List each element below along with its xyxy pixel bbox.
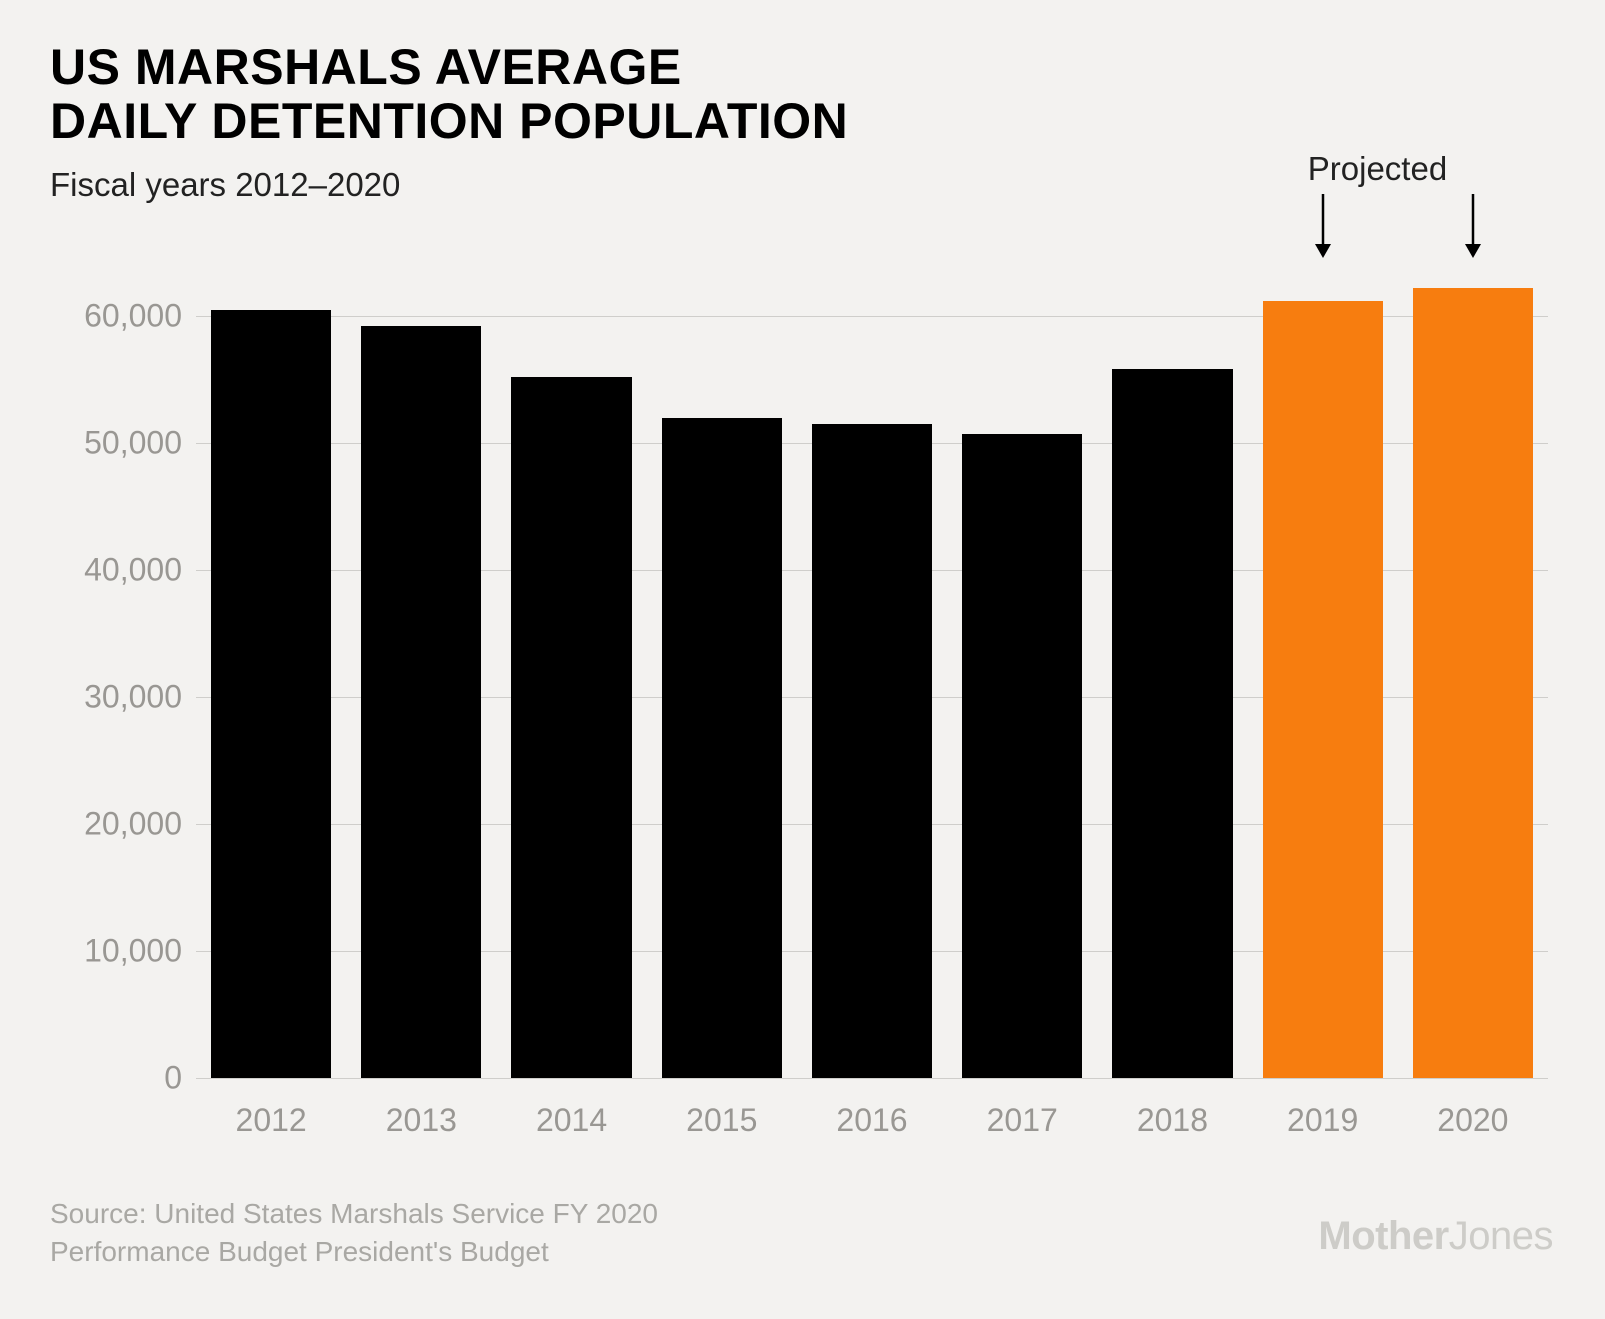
brand-light: Jones bbox=[1449, 1214, 1553, 1258]
bar bbox=[361, 326, 481, 1078]
x-axis-tick-label: 2016 bbox=[836, 1078, 907, 1139]
y-axis-tick-label: 60,000 bbox=[84, 298, 196, 335]
x-axis-tick-label: 2020 bbox=[1437, 1078, 1508, 1139]
bar bbox=[812, 424, 932, 1078]
bar bbox=[662, 418, 782, 1078]
brand-bold: Mother bbox=[1318, 1214, 1448, 1258]
bar-slot: 2018 bbox=[1097, 278, 1247, 1078]
x-axis-tick-label: 2018 bbox=[1137, 1078, 1208, 1139]
bar bbox=[962, 434, 1082, 1078]
y-axis-tick-label: 0 bbox=[164, 1060, 196, 1097]
bar-slot: 2014 bbox=[496, 278, 646, 1078]
x-axis-tick-label: 2017 bbox=[987, 1078, 1058, 1139]
projected-annotation: Projected bbox=[1308, 150, 1447, 188]
source-line-1: Source: United States Marshals Service F… bbox=[50, 1198, 658, 1229]
bar-slot: 2012 bbox=[196, 278, 346, 1078]
bar bbox=[1413, 288, 1533, 1078]
bar bbox=[1112, 369, 1232, 1078]
bar-slot: 2017 bbox=[947, 278, 1097, 1078]
x-axis-tick-label: 2015 bbox=[686, 1078, 757, 1139]
bar bbox=[511, 377, 631, 1078]
chart-container: US MARSHALS AVERAGE DAILY DETENTION POPU… bbox=[0, 0, 1605, 1319]
bar bbox=[1263, 301, 1383, 1078]
x-axis-tick-label: 2012 bbox=[236, 1078, 307, 1139]
arrow-down-icon bbox=[1311, 194, 1335, 258]
y-axis-tick-label: 20,000 bbox=[84, 806, 196, 843]
x-axis-tick-label: 2013 bbox=[386, 1078, 457, 1139]
x-axis-tick-label: 2014 bbox=[536, 1078, 607, 1139]
bar-slot: 2016 bbox=[797, 278, 947, 1078]
arrow-down-icon bbox=[1461, 194, 1485, 258]
y-axis-tick-label: 10,000 bbox=[84, 933, 196, 970]
x-axis-tick-label: 2019 bbox=[1287, 1078, 1358, 1139]
bar bbox=[211, 310, 331, 1078]
y-axis-tick-label: 50,000 bbox=[84, 425, 196, 462]
bars-group: 201220132014201520162017201820192020 bbox=[196, 278, 1548, 1078]
title-line-2: DAILY DETENTION POPULATION bbox=[50, 93, 848, 149]
y-axis-tick-label: 30,000 bbox=[84, 679, 196, 716]
source-line-2: Performance Budget President's Budget bbox=[50, 1236, 549, 1267]
bar-slot: 2013 bbox=[346, 278, 496, 1078]
y-axis-tick-label: 40,000 bbox=[84, 552, 196, 589]
bar-slot: 2015 bbox=[647, 278, 797, 1078]
source-footer: Source: United States Marshals Service F… bbox=[50, 1195, 658, 1271]
title-line-1: US MARSHALS AVERAGE bbox=[50, 39, 682, 95]
bar-slot: 2019 bbox=[1248, 278, 1398, 1078]
chart-title: US MARSHALS AVERAGE DAILY DETENTION POPU… bbox=[50, 40, 1555, 148]
bar-slot: 2020 bbox=[1398, 278, 1548, 1078]
brand-logo: MotherJones bbox=[1318, 1214, 1553, 1259]
plot-area: 010,00020,00030,00040,00050,00060,000 20… bbox=[196, 278, 1548, 1078]
